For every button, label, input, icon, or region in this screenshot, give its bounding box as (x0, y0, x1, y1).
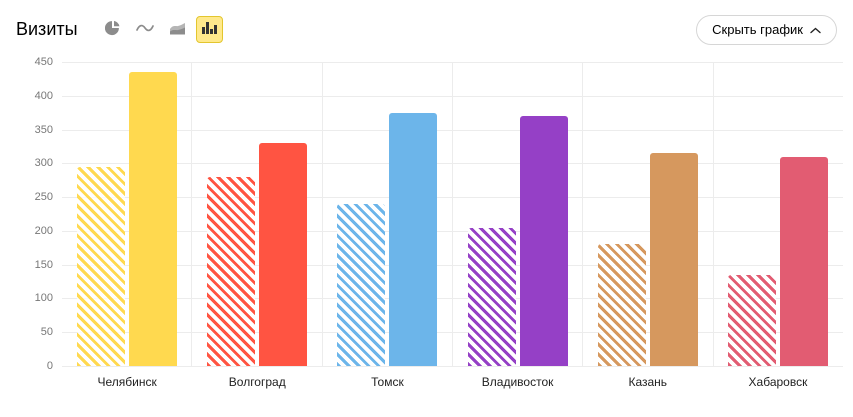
hide-chart-button[interactable]: Скрыть график (696, 14, 837, 45)
y-tick-label: 100 (34, 292, 53, 305)
x-axis: Челябинск Волгоград Томск Владивосток Казань… (62, 366, 843, 389)
bar-group-1 (192, 62, 323, 366)
hide-chart-label: Скрыть график (712, 22, 803, 37)
gridline (62, 366, 843, 367)
x-axis-label-2: Томск (371, 375, 404, 389)
bar-hatched-0[interactable] (76, 166, 125, 366)
bar-group-5 (714, 62, 843, 366)
bar-group-0 (62, 62, 193, 366)
y-tick-label: 250 (34, 191, 53, 204)
x-axis-label-4: Казань (628, 375, 668, 389)
y-axis: 0 50 100 150 200 250 300 350 400 450 (16, 56, 62, 372)
bar-solid-4[interactable] (649, 153, 698, 366)
x-axis-label-1: Волгоград (228, 375, 286, 389)
y-tick-label: 200 (34, 224, 53, 237)
y-tick-label: 0 (46, 360, 53, 372)
chevron-up-icon (810, 22, 821, 37)
bar-hatched-2[interactable] (337, 203, 386, 366)
y-tick-label: 50 (40, 326, 53, 339)
chart-type-pie-button[interactable] (100, 16, 127, 43)
bar-hatched-4[interactable] (597, 244, 646, 366)
chart-header: Визиты (0, 0, 853, 52)
pie-chart-icon (104, 20, 121, 39)
bar-group-4 (583, 62, 714, 366)
bar-group-2 (323, 62, 453, 366)
bar-solid-3[interactable] (519, 116, 568, 366)
x-axis-label-5: Хабаровск (748, 375, 808, 389)
bar-hatched-5[interactable] (728, 274, 777, 366)
bar-hatched-3[interactable] (467, 227, 516, 366)
bar-group-3 (453, 62, 584, 366)
plot-area (62, 62, 843, 367)
chart-type-bar-button[interactable] (195, 16, 223, 43)
bar-groups (62, 62, 843, 366)
y-tick-label: 400 (34, 89, 53, 102)
y-tick-label: 150 (34, 258, 53, 271)
y-tick-label: 350 (34, 123, 53, 136)
bar-solid-2[interactable] (389, 112, 438, 366)
bar-chart: 0 50 100 150 200 250 300 350 400 450 Челябинск Вол… (16, 56, 843, 389)
area-chart-icon (169, 21, 186, 39)
y-tick-label: 450 (34, 56, 53, 68)
bar-solid-5[interactable] (780, 156, 829, 366)
chart-type-line-button[interactable] (132, 16, 159, 43)
page-title: Визиты (16, 19, 78, 39)
bar-chart-icon (201, 21, 218, 38)
bar-solid-0[interactable] (128, 72, 177, 366)
x-axis-label-0: Челябинск (97, 375, 157, 389)
line-chart-icon (136, 21, 154, 38)
chart-type-area-button[interactable] (164, 16, 191, 43)
bar-hatched-1[interactable] (206, 176, 255, 366)
y-tick-label: 300 (34, 157, 53, 170)
x-axis-label-3: Владивосток (481, 375, 554, 389)
bar-solid-1[interactable] (258, 143, 307, 366)
